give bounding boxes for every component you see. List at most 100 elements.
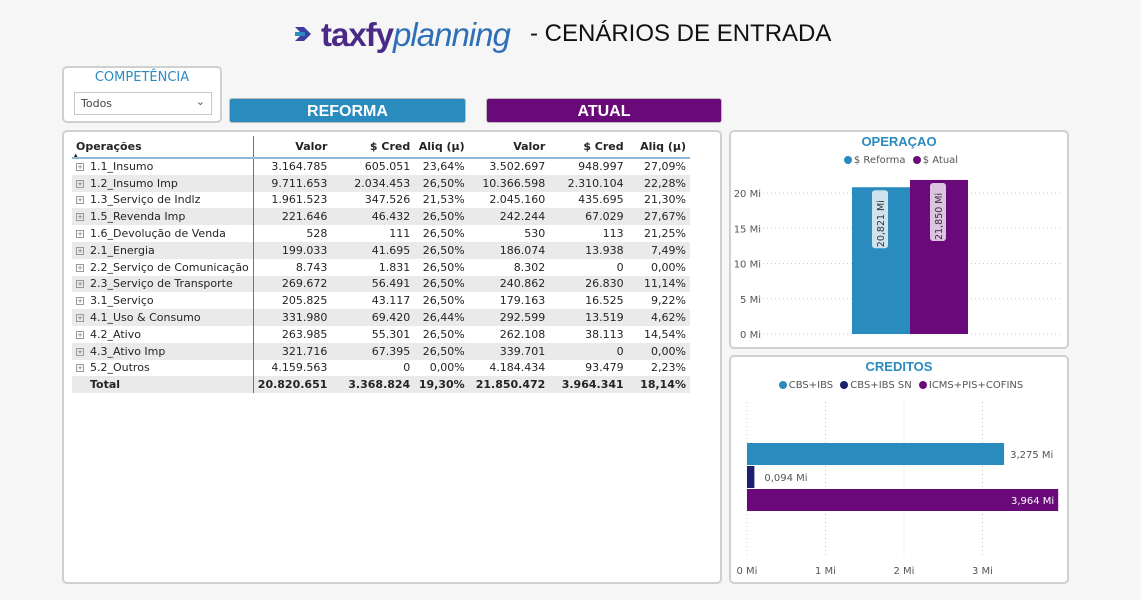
row-label-text: 2.3_Serviço de Transporte — [90, 277, 233, 291]
table-cell: 113 — [602, 227, 624, 241]
total-cell: 3.964.341 — [549, 376, 628, 394]
row-label: +4.3_Ativo Imp — [72, 342, 254, 360]
legend-dot-atual — [912, 156, 921, 164]
table-cell: 0 — [403, 361, 411, 375]
column-header[interactable]: Aliq (µ) — [414, 136, 469, 159]
x-tick-label: 2 Mi — [894, 566, 915, 577]
row-label-text: 4.2_Ativo — [90, 327, 141, 341]
table-cell: 56.491 — [331, 275, 415, 293]
table-cell: 21,25% — [644, 227, 686, 241]
expand-icon[interactable]: + — [76, 263, 84, 272]
chart-title: OPERAÇAO — [861, 134, 937, 149]
table-cell: 269.672 — [253, 275, 332, 293]
table-cell: 331.980 — [253, 309, 332, 326]
row-label: +1.6_Devolução de Venda — [72, 225, 254, 242]
table-cell: 0,00% — [627, 342, 690, 360]
expand-icon[interactable]: + — [76, 297, 84, 306]
table-row: +4.3_Ativo Imp 321.716 67.395 26,50% 339.701… — [72, 342, 690, 360]
legend-atual[interactable]: $ Atual — [922, 155, 959, 166]
row-label-text: 2.2_Serviço de Comunicação — [90, 260, 249, 274]
competencia-dropdown[interactable]: Todos ⌄ — [74, 92, 212, 115]
bar-icms-pis-cofins — [747, 489, 1059, 511]
table-cell: 0 — [616, 260, 624, 274]
data-label: 0,094 Mi — [764, 473, 807, 484]
table-cell: 21,53% — [422, 193, 465, 207]
data-label-bg — [872, 190, 888, 249]
table-cell: 27,67% — [627, 208, 690, 226]
table-row: +4.1_Uso & Consumo 331.980 69.420 26,44% 292… — [72, 309, 690, 326]
table-cell: 4.184.434 — [489, 361, 546, 375]
table-cell: 93.479 — [585, 361, 624, 375]
table-row: +1.3_Serviço de Indlz 1.961.523 347.526 21,… — [72, 191, 690, 209]
row-label-text: 1.6_Devolução de Venda — [90, 227, 226, 241]
column-header[interactable]: $ Cred — [549, 136, 628, 159]
column-header[interactable]: $ Cred — [331, 136, 415, 159]
table-cell: 263.985 — [281, 327, 328, 341]
table-cell: 55.301 — [371, 327, 411, 341]
legend-reforma[interactable]: $ Reforma — [853, 155, 906, 166]
table-cell: 221.646 — [253, 208, 332, 226]
legend-dot-icms — [918, 381, 927, 389]
legend-icms[interactable]: ICMS+PIS+COFINS — [928, 380, 1024, 391]
legend-cbs-ibs[interactable]: CBS+IBS — [788, 380, 834, 391]
row-label-text: 4.1_Uso & Consumo — [90, 311, 201, 325]
table-cell: 8.743 — [295, 260, 328, 274]
table-cell: 9,22% — [651, 294, 686, 308]
expand-icon[interactable]: + — [76, 179, 84, 188]
column-header[interactable]: Valor — [468, 136, 550, 159]
table-cell: 9.711.653 — [253, 174, 332, 192]
table-cell: 26,50% — [422, 327, 465, 341]
data-label-bg — [930, 182, 946, 241]
expand-icon[interactable]: + — [76, 196, 84, 205]
expand-icon[interactable]: + — [76, 364, 84, 373]
table-cell: 43.117 — [371, 294, 411, 308]
row-label: +4.1_Uso & Consumo — [72, 309, 254, 326]
total-cell: 21.850.472 — [468, 376, 550, 394]
table-cell: 4.159.563 — [271, 361, 328, 375]
legend-cbs-ibs-sn[interactable]: CBS+IBS SN — [850, 380, 912, 391]
table-cell: 26,44% — [414, 309, 469, 326]
table-row: +3.1_Serviço 205.825 43.117 26,50% 179.163 16… — [72, 292, 690, 310]
y-tick-label: 20 Mi — [734, 189, 761, 200]
row-label: +1.2_Insumo Imp — [72, 174, 254, 192]
table-cell: 528 — [306, 227, 328, 241]
expand-icon[interactable]: + — [76, 314, 84, 323]
expand-icon[interactable]: + — [76, 246, 84, 255]
legend-dot-cbs-ibs-sn — [840, 381, 849, 389]
total-cell: 18,14% — [627, 376, 690, 394]
table-cell: 10.366.598 — [468, 174, 550, 192]
operacao-chart: OPERAÇAO $ Reforma $ Atual 0 Mi 5 Mi 10 Mi… — [729, 130, 1069, 349]
table-cell: 205.825 — [281, 294, 328, 308]
row-label: +2.2_Serviço de Comunicação — [72, 258, 254, 276]
table-cell: 23,64% — [422, 160, 465, 174]
table-cell: 179.163 — [499, 294, 546, 308]
filter-label: COMPETÊNCIA — [94, 70, 190, 85]
table-cell: 339.701 — [468, 342, 550, 360]
x-tick-label: 3 Mi — [972, 566, 993, 577]
column-header[interactable]: Aliq (µ) — [627, 136, 690, 159]
page-title: - CENÁRIOS DE ENTRADA — [530, 20, 832, 47]
table-row: +5.2_Outros 4.159.563 0 0,00% 4.184.434 93.47… — [72, 359, 690, 377]
expand-icon[interactable]: + — [76, 163, 84, 172]
data-label: 3,964 Mi — [1011, 496, 1054, 507]
atual-button[interactable]: ATUAL — [486, 98, 722, 123]
table-row: +2.2_Serviço de Comunicação 8.743 1.831 26,… — [72, 258, 690, 276]
table-cell: 948.997 — [578, 160, 624, 174]
expand-icon[interactable]: + — [76, 280, 84, 289]
creditos-plot: 0 Mi 1 Mi 2 Mi 3 Mi 3,275 Mi 0,094 Mi 3,964 Mi — [737, 402, 1059, 577]
table-cell: 0,00% — [651, 260, 686, 274]
table-cell: 240.862 — [468, 275, 550, 293]
column-header[interactable]: Operações — [72, 136, 254, 159]
expand-icon[interactable]: + — [76, 330, 84, 339]
column-header[interactable]: Valor — [253, 136, 332, 159]
table-cell: 16.525 — [585, 294, 624, 308]
expand-icon[interactable]: + — [76, 347, 84, 356]
table-row: +1.5_Revenda Imp 221.646 46.432 26,50% 242.2… — [72, 208, 690, 226]
reforma-button[interactable]: REFORMA — [229, 98, 466, 123]
expand-icon[interactable]: + — [76, 213, 84, 222]
row-label-text: 2.1_Energia — [90, 243, 155, 257]
logo-arrow-icon — [295, 27, 311, 41]
expand-icon[interactable]: + — [76, 230, 84, 239]
y-tick-label: 0 Mi — [740, 330, 761, 341]
table-cell: 26,50% — [422, 260, 465, 274]
